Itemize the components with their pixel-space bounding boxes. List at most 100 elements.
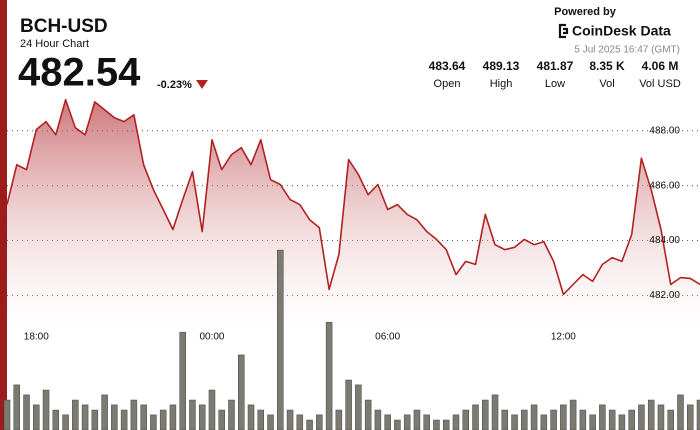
powered-by: Powered by xyxy=(554,6,617,18)
stat-value: 481.87 xyxy=(537,59,574,73)
volume-bar xyxy=(647,399,655,430)
volume-bar xyxy=(657,404,665,430)
volume-bar xyxy=(238,354,245,430)
volume-bar xyxy=(120,409,128,430)
volume-bar xyxy=(501,409,509,430)
volume-bar xyxy=(355,384,362,430)
stat-value: 483.64 xyxy=(429,59,466,73)
timestamp: 5 Jul 2025 16:47 (GMT) xyxy=(574,45,680,56)
volume-bar xyxy=(91,409,99,430)
x-tick-label: 00:00 xyxy=(199,332,224,343)
volume-bar xyxy=(247,404,255,430)
volume-bar xyxy=(316,414,323,430)
volume-bar xyxy=(277,249,284,430)
plot-area: 482.00 484.00 486.00 488.00 18:00 00:00 06:00 1… xyxy=(3,98,700,430)
volume-bar xyxy=(159,409,167,430)
y-tick-label: 488.00 xyxy=(649,125,680,136)
volume-bar xyxy=(364,399,372,430)
brand: CoinDesk Data xyxy=(572,23,671,39)
volume-bar xyxy=(608,409,616,430)
volume-bar xyxy=(111,404,118,430)
volume-bar xyxy=(394,419,401,430)
volume-bar xyxy=(569,399,577,430)
volume-bar xyxy=(257,409,265,430)
volume-bar xyxy=(267,414,274,430)
volume-bar xyxy=(286,409,294,430)
volume-bar xyxy=(667,409,674,430)
volume-bar xyxy=(52,409,60,430)
volume-bar xyxy=(208,389,216,430)
accent-bar xyxy=(0,0,7,430)
volume-bar xyxy=(589,414,596,430)
stats: 483.64 Open 489.13 High 481.87 Low 8.35 K Vol 4.… xyxy=(429,59,681,90)
volume-bar xyxy=(335,409,343,430)
volume-bar xyxy=(374,409,382,430)
volume-bar xyxy=(442,419,450,430)
volume-bar xyxy=(696,399,700,430)
x-tick-label: 06:00 xyxy=(375,332,400,343)
volume-bar xyxy=(628,409,635,430)
volume-bar xyxy=(433,419,440,430)
y-tick-label: 482.00 xyxy=(649,290,680,301)
brand-logo xyxy=(558,23,569,39)
volume-bar xyxy=(452,414,460,430)
stat-label: Vol USD xyxy=(639,78,681,90)
volume-bar xyxy=(686,404,694,430)
y-tick-label: 484.00 xyxy=(649,235,680,246)
stat-label: Open xyxy=(434,78,461,90)
volume-bar xyxy=(33,404,40,430)
stat-value: 4.06 M xyxy=(642,59,679,73)
volume-bar xyxy=(179,331,186,430)
volume-bar xyxy=(296,414,304,430)
volume-bar xyxy=(306,419,313,430)
volume-bar xyxy=(150,414,157,430)
volume-bar xyxy=(42,389,50,430)
volume-bar xyxy=(638,404,645,430)
volume-bar xyxy=(462,409,469,430)
volume-bar xyxy=(228,399,235,430)
subtitle: 24 Hour Chart xyxy=(20,38,89,50)
price: 482.54 xyxy=(18,51,141,95)
symbol: BCH-USD xyxy=(20,16,108,37)
stat-label: Vol xyxy=(599,78,614,90)
y-tick-label: 486.00 xyxy=(649,180,680,191)
price-line xyxy=(6,98,700,296)
change: -0.23% xyxy=(157,79,192,91)
volume-bar xyxy=(384,414,391,430)
volume-bar xyxy=(72,399,79,430)
volume-bar xyxy=(423,414,430,430)
volume-bar xyxy=(218,409,225,430)
volume-bar xyxy=(81,404,89,430)
volume-bar xyxy=(23,394,30,430)
x-tick-label: 18:00 xyxy=(24,332,49,343)
volume-bar xyxy=(413,409,421,430)
volume-bar xyxy=(677,394,684,430)
stat-value: 8.35 K xyxy=(589,59,625,73)
volume-bar xyxy=(13,384,21,430)
x-tick-label: 12:00 xyxy=(551,332,576,343)
volume-bar xyxy=(472,404,479,430)
stat-value: 489.13 xyxy=(483,59,520,73)
volume-bar xyxy=(130,399,138,430)
volume-bar xyxy=(560,404,567,430)
volume-bar xyxy=(403,414,411,430)
volume-bar xyxy=(521,409,528,430)
volume-bar xyxy=(62,414,69,430)
volume-bar xyxy=(550,409,557,430)
stat-label: High xyxy=(490,78,513,90)
volume-bar xyxy=(325,321,333,430)
volume-bar xyxy=(482,399,489,430)
volume-bar xyxy=(345,379,352,430)
stat-label: Low xyxy=(545,78,565,90)
volume-bar xyxy=(540,414,548,430)
volume-bar xyxy=(101,394,108,430)
down-arrow xyxy=(196,80,208,89)
volume-bar xyxy=(3,399,11,430)
volume-bar xyxy=(599,404,606,430)
volume-bar xyxy=(618,414,626,430)
volume-bar xyxy=(169,404,177,430)
volume-bar xyxy=(491,394,499,430)
volume-bar xyxy=(511,414,518,430)
volume-bar xyxy=(530,404,538,430)
